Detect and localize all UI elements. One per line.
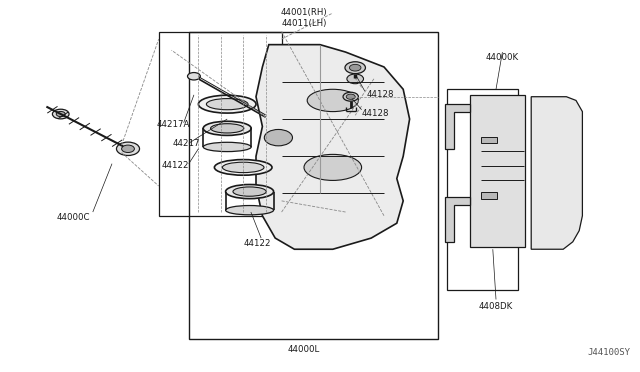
Bar xyxy=(481,137,497,143)
Text: 44128: 44128 xyxy=(367,90,394,99)
Circle shape xyxy=(188,73,200,80)
Circle shape xyxy=(52,109,69,119)
Circle shape xyxy=(343,92,358,101)
Circle shape xyxy=(122,145,134,153)
Text: 44000L: 44000L xyxy=(288,345,320,354)
Polygon shape xyxy=(256,45,410,249)
Text: 44000K: 44000K xyxy=(485,53,518,62)
Polygon shape xyxy=(445,104,470,149)
Ellipse shape xyxy=(214,160,272,175)
Ellipse shape xyxy=(204,121,251,135)
Ellipse shape xyxy=(226,205,274,215)
Text: 44217A: 44217A xyxy=(157,120,190,129)
Circle shape xyxy=(349,64,361,71)
Circle shape xyxy=(347,74,364,84)
Ellipse shape xyxy=(226,185,274,199)
Circle shape xyxy=(56,112,65,117)
Polygon shape xyxy=(470,95,525,247)
Ellipse shape xyxy=(198,95,256,113)
Polygon shape xyxy=(531,97,582,249)
Ellipse shape xyxy=(307,89,358,112)
Text: J44100SY: J44100SY xyxy=(588,348,630,357)
Ellipse shape xyxy=(211,124,244,133)
Circle shape xyxy=(346,94,355,99)
Circle shape xyxy=(264,129,292,146)
Text: 44217: 44217 xyxy=(173,139,200,148)
Text: 44122: 44122 xyxy=(162,161,189,170)
Ellipse shape xyxy=(206,99,248,110)
Text: 44001(RH): 44001(RH) xyxy=(281,8,327,17)
Text: 4408DK: 4408DK xyxy=(479,302,513,311)
Ellipse shape xyxy=(233,187,266,196)
Polygon shape xyxy=(445,197,470,242)
Text: 44011(LH): 44011(LH) xyxy=(282,19,326,28)
Ellipse shape xyxy=(304,154,362,180)
Ellipse shape xyxy=(223,162,264,173)
Text: 44128: 44128 xyxy=(362,109,389,118)
Circle shape xyxy=(116,142,140,155)
Ellipse shape xyxy=(204,142,251,152)
Circle shape xyxy=(345,62,365,74)
Bar xyxy=(481,192,497,199)
Text: 44000C: 44000C xyxy=(57,213,90,222)
Text: 44122: 44122 xyxy=(243,239,271,248)
